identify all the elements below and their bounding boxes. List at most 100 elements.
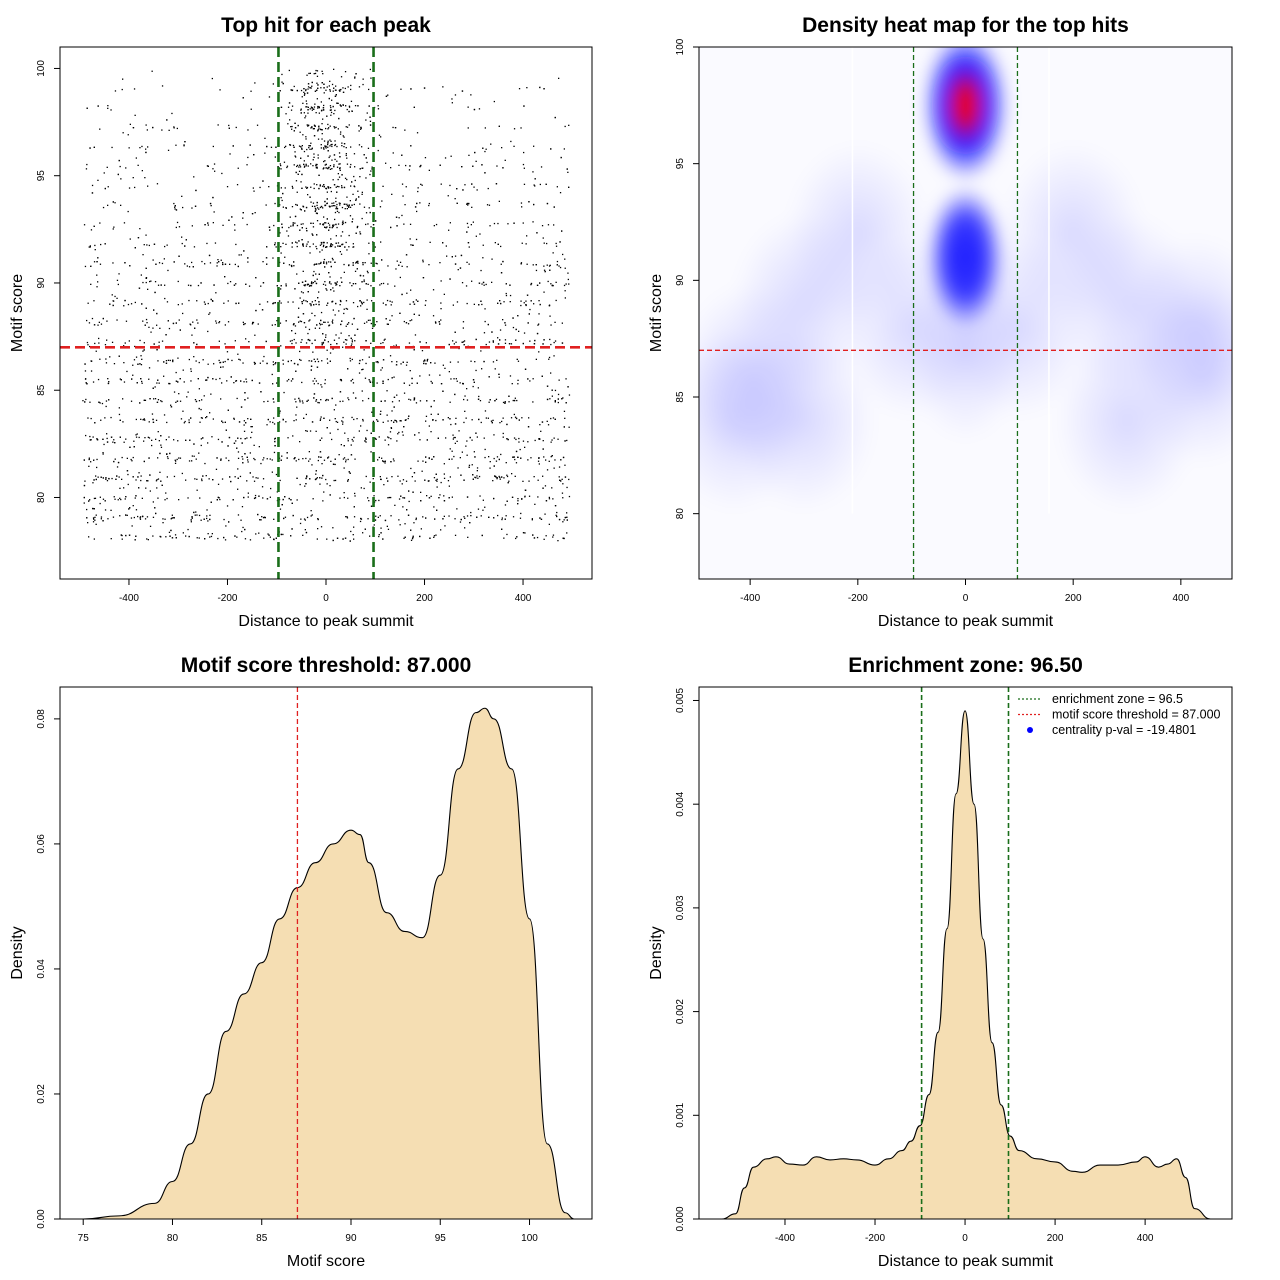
data-point (542, 448, 544, 450)
data-point (214, 170, 216, 172)
data-point (300, 109, 302, 111)
data-point (156, 349, 158, 351)
data-point (496, 478, 498, 480)
data-point (493, 100, 495, 103)
data-point (353, 526, 355, 528)
data-point (335, 85, 337, 87)
data-point (86, 319, 88, 322)
data-point (343, 136, 345, 138)
data-point (514, 475, 516, 477)
data-point (331, 301, 333, 303)
data-point (454, 393, 456, 396)
data-point (456, 508, 458, 510)
data-point (308, 360, 310, 362)
data-point (247, 496, 249, 498)
data-point (369, 211, 371, 214)
data-point (330, 265, 332, 268)
data-point (520, 300, 522, 302)
data-point (299, 350, 301, 353)
data-point (210, 501, 212, 503)
data-point (267, 533, 269, 535)
data-point (367, 397, 370, 400)
data-point (465, 285, 468, 287)
data-point (305, 245, 308, 247)
data-point (252, 476, 254, 478)
data-point (560, 459, 562, 461)
data-point (337, 223, 340, 225)
data-point (520, 304, 522, 307)
data-point (140, 364, 143, 366)
data-point (216, 457, 218, 459)
data-point (318, 112, 320, 114)
data-point (226, 380, 228, 382)
data-point (409, 238, 411, 240)
data-point (287, 360, 289, 363)
data-point (222, 224, 224, 226)
data-point (392, 458, 395, 460)
data-point (468, 154, 470, 156)
data-point (292, 324, 295, 326)
data-point (135, 495, 137, 497)
data-point (306, 301, 308, 303)
data-point (332, 309, 334, 311)
data-point (565, 402, 567, 404)
data-point (412, 491, 414, 493)
data-point (295, 203, 297, 206)
data-point (290, 535, 292, 537)
data-point (305, 163, 307, 165)
data-point (466, 496, 469, 498)
data-point (280, 106, 283, 108)
y-tick-label: 85 (36, 384, 47, 396)
data-point (160, 400, 162, 402)
data-point (367, 272, 369, 274)
data-point (319, 184, 321, 186)
data-point (523, 167, 525, 169)
data-point (420, 164, 422, 167)
data-point (517, 360, 520, 362)
data-point (519, 448, 521, 451)
data-point (111, 294, 113, 296)
data-point (175, 371, 177, 374)
data-point (534, 185, 536, 187)
data-point (145, 234, 147, 236)
data-point (134, 247, 136, 249)
data-point (284, 256, 286, 258)
data-point (254, 494, 257, 497)
data-point (286, 380, 288, 382)
data-point (335, 235, 337, 237)
data-point (164, 297, 166, 300)
data-point (363, 487, 365, 490)
data-point (500, 263, 502, 265)
data-point (516, 399, 518, 402)
data-point (500, 453, 502, 456)
data-point (339, 163, 341, 165)
data-point (360, 518, 363, 520)
data-point (172, 359, 174, 361)
data-point (290, 225, 292, 227)
x-tick-label: -400 (775, 1233, 795, 1244)
data-point (532, 401, 534, 403)
data-point (339, 251, 341, 253)
data-point (86, 163, 88, 166)
data-point (321, 70, 323, 72)
data-point (159, 327, 161, 329)
data-point (139, 518, 142, 520)
data-point (240, 437, 242, 440)
data-point (449, 448, 451, 450)
data-point (269, 496, 271, 498)
data-point (428, 497, 431, 499)
data-point (374, 324, 376, 326)
data-point (246, 480, 248, 482)
data-point (89, 245, 91, 247)
data-point (123, 441, 125, 443)
data-point (442, 518, 444, 520)
data-point (515, 438, 517, 441)
data-point (351, 339, 353, 341)
data-point (337, 128, 339, 130)
data-point (368, 105, 370, 107)
data-point (325, 263, 328, 265)
data-point (133, 516, 135, 519)
data-point (273, 423, 276, 425)
data-point (454, 263, 457, 265)
